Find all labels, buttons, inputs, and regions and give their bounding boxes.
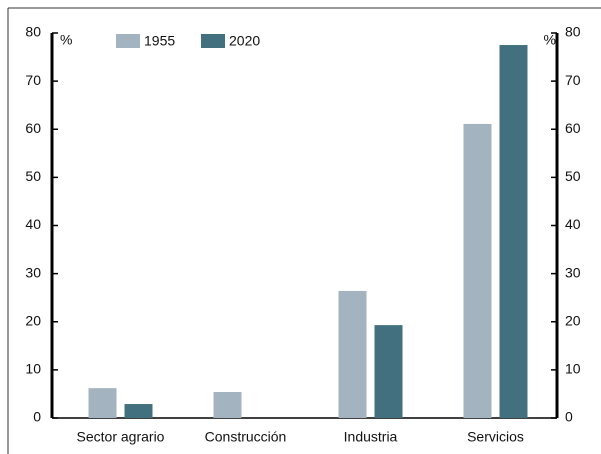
bar	[338, 290, 367, 418]
bar	[88, 388, 117, 418]
y2-tick-label: 80	[565, 24, 581, 40]
y-tick-label: 40	[25, 216, 41, 232]
y2-tick-label: 30	[565, 264, 581, 280]
bar	[374, 325, 403, 418]
y-tick-label: 50	[25, 168, 41, 184]
y-tick-label: 70	[25, 72, 41, 88]
y-tick-label: 10	[25, 361, 41, 377]
bar	[213, 392, 242, 418]
y-unit: %	[60, 32, 72, 48]
y2-tick-label: 70	[565, 72, 581, 88]
y-tick-label: 60	[25, 120, 41, 136]
y-tick-label: 0	[33, 409, 41, 425]
y2-tick-label: 10	[565, 361, 581, 377]
bar	[463, 123, 492, 419]
y-tick-label: 30	[25, 264, 41, 280]
x-tick-label: Sector agrario	[77, 429, 165, 445]
bar	[499, 45, 528, 418]
legend-label: 1955	[144, 33, 175, 49]
y2-tick-label: 50	[565, 168, 581, 184]
bar	[124, 404, 153, 418]
x-tick-label: Servicios	[467, 429, 524, 445]
legend-label: 2020	[229, 33, 260, 49]
y2-unit: %	[544, 32, 556, 48]
y2-tick-label: 20	[565, 312, 581, 328]
x-tick-label: Construcción	[205, 429, 287, 445]
y2-tick-label: 60	[565, 120, 581, 136]
y-tick-label: 20	[25, 312, 41, 328]
x-tick-label: Industria	[344, 429, 398, 445]
legend-swatch	[201, 34, 225, 48]
y2-tick-label: 0	[565, 409, 573, 425]
legend-swatch	[116, 34, 140, 48]
y2-tick-label: 40	[565, 216, 581, 232]
y-tick-label: 80	[25, 24, 41, 40]
